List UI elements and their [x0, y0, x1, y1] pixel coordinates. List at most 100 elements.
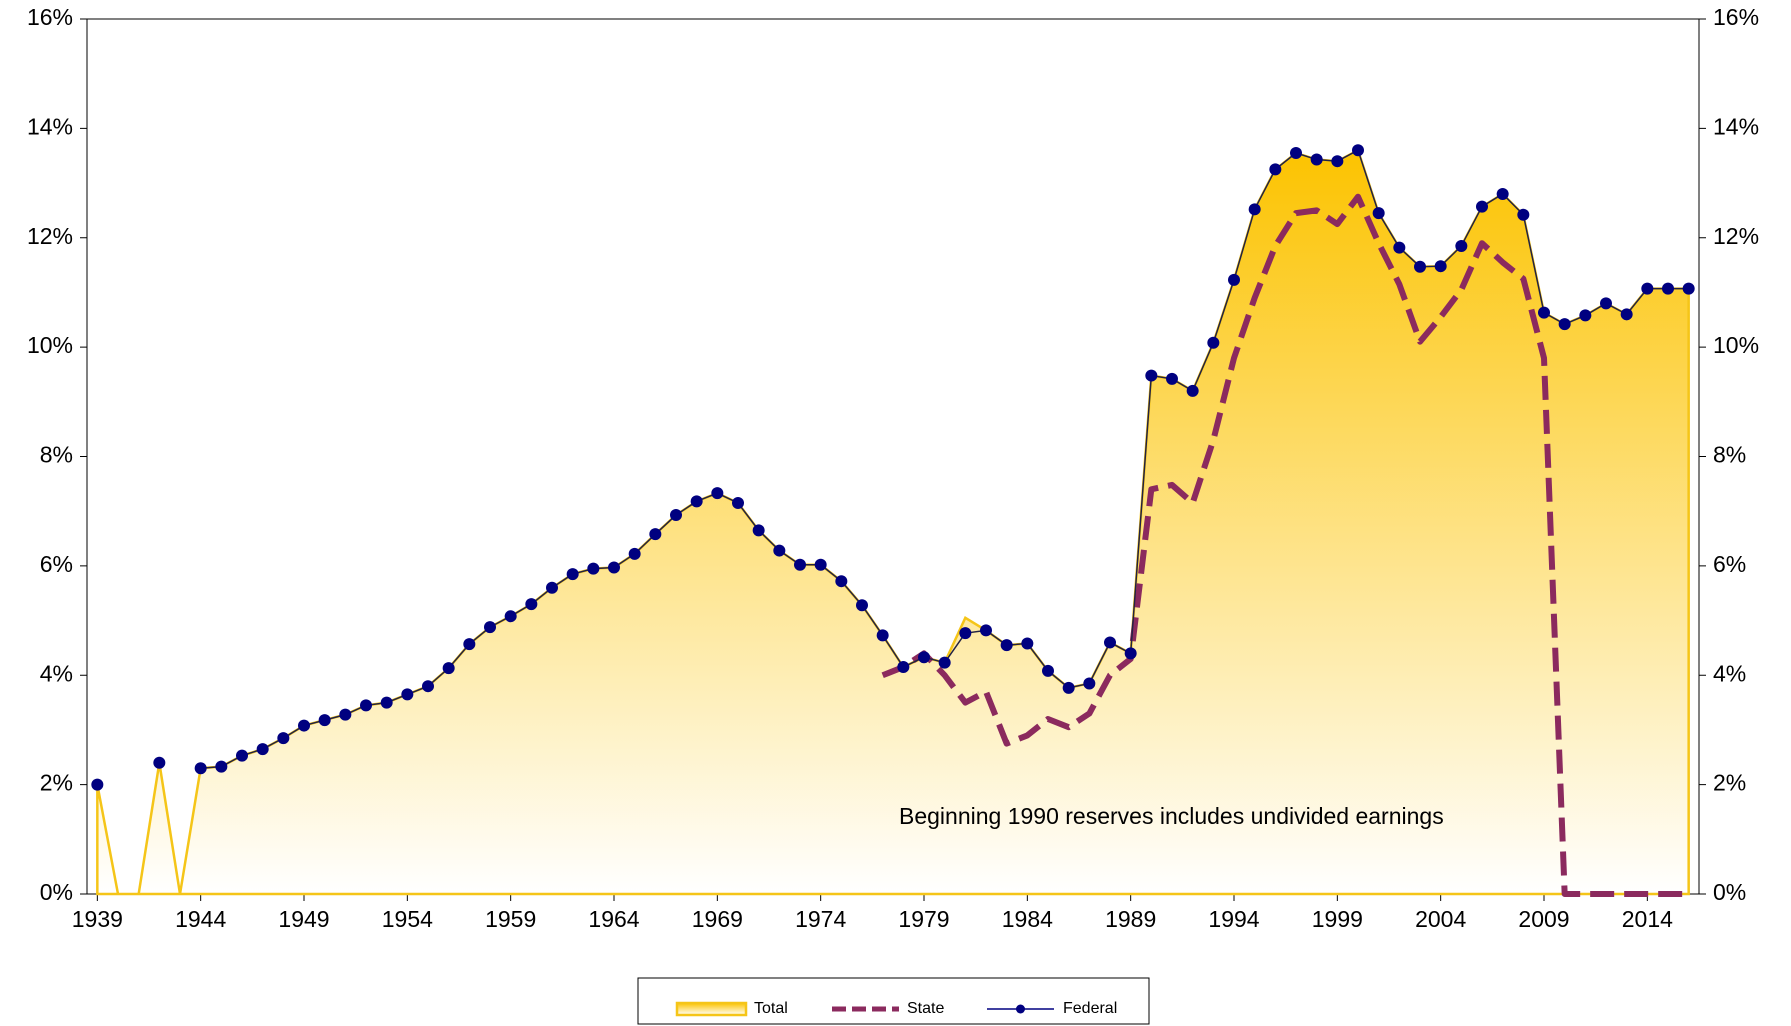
federal-point — [1186, 384, 1199, 397]
federal-point — [1248, 203, 1261, 216]
x-tick-label: 1959 — [485, 906, 536, 932]
x-tick-label: 2009 — [1518, 906, 1569, 932]
x-tick-label: 1969 — [692, 906, 743, 932]
federal-point — [897, 661, 910, 674]
x-tick-label: 1944 — [175, 906, 226, 932]
federal-point — [1104, 636, 1116, 649]
x-tick-label: 1984 — [1002, 906, 1053, 932]
federal-point — [711, 487, 724, 500]
x-tick-label: 1974 — [795, 906, 846, 932]
federal-point — [814, 558, 827, 571]
state-line — [881, 193, 1689, 897]
x-tick-label: 1949 — [278, 906, 329, 932]
federal-point — [215, 760, 228, 773]
legend-box — [637, 977, 1150, 1025]
federal-point — [1228, 273, 1240, 286]
federal-point — [380, 696, 393, 709]
legend-label: Total — [754, 1000, 788, 1017]
y2-tick-label: 10% — [1713, 332, 1759, 358]
y2-tick-label: 8% — [1713, 442, 1746, 468]
federal-point — [1083, 677, 1096, 690]
federal-point — [1290, 146, 1302, 159]
federal-point — [463, 638, 476, 651]
federal-point — [1558, 318, 1571, 331]
x-tick-label: 1964 — [588, 906, 639, 932]
y2-tick-label: 12% — [1713, 223, 1759, 249]
federal-point — [484, 621, 496, 634]
x-tick-label: 1994 — [1208, 906, 1259, 932]
y2-tick-label: 6% — [1713, 551, 1746, 577]
federal-point — [1042, 664, 1054, 677]
federal-point — [504, 610, 517, 623]
federal-point — [1393, 241, 1406, 254]
federal-point — [566, 568, 579, 581]
federal-point — [1166, 372, 1178, 385]
federal-point — [1269, 163, 1282, 176]
federal-point — [153, 756, 166, 769]
y-tick-label: 12% — [27, 223, 73, 249]
federal-point — [339, 708, 352, 721]
federal-point — [1641, 282, 1654, 295]
federal-point — [1538, 306, 1550, 319]
federal-point — [1517, 208, 1530, 221]
federal-point — [1352, 144, 1364, 157]
federal-point — [298, 719, 310, 732]
federal-point — [1455, 239, 1468, 252]
federal-point — [1000, 639, 1013, 652]
federal-point — [1145, 369, 1158, 382]
federal-point — [732, 496, 744, 509]
legend-swatch — [675, 1001, 748, 1017]
federal-point — [277, 732, 290, 745]
federal-point — [856, 599, 868, 612]
x-tick-label: 2014 — [1622, 906, 1673, 932]
federal-point — [1620, 308, 1633, 321]
federal-point — [442, 662, 455, 675]
federal-point — [752, 524, 765, 537]
federal-point — [608, 561, 620, 574]
federal-point — [938, 656, 951, 669]
federal-point — [401, 688, 414, 701]
federal-point — [236, 749, 248, 762]
federal-point — [318, 714, 331, 727]
federal-point — [1331, 155, 1344, 168]
y-tick-label: 0% — [40, 879, 73, 905]
x-tick-label: 1979 — [898, 906, 949, 932]
y-tick-label: 10% — [27, 332, 73, 358]
federal-point — [1600, 297, 1612, 310]
federal-point — [194, 762, 207, 775]
federal-point — [918, 651, 930, 664]
legend-swatch-marker — [1016, 1004, 1025, 1014]
federal-point — [1434, 260, 1447, 273]
y-tick-label: 2% — [40, 770, 73, 796]
federal-point — [1662, 282, 1674, 295]
y2-tick-label: 14% — [1713, 113, 1759, 139]
federal-point — [835, 575, 848, 588]
federal-point — [1414, 260, 1426, 273]
annotation: Beginning 1990 reserves includes undivid… — [899, 803, 1444, 829]
x-tick-label: 1999 — [1312, 906, 1363, 932]
y2-tick-label: 4% — [1713, 660, 1746, 686]
federal-point — [773, 544, 786, 557]
federal-point — [876, 629, 889, 642]
federal-point — [525, 598, 538, 611]
legend-label: State — [907, 1000, 944, 1017]
federal-point — [1682, 282, 1695, 295]
federal-point — [1372, 207, 1385, 220]
y-tick-label: 16% — [27, 4, 73, 30]
federal-point — [91, 778, 104, 791]
federal-point — [1476, 200, 1488, 213]
federal-point — [1124, 647, 1137, 660]
federal-point — [546, 581, 558, 594]
federal-point — [649, 528, 662, 541]
federal-point — [422, 680, 434, 693]
x-tick-label: 2004 — [1415, 906, 1466, 932]
federal-point — [959, 627, 972, 640]
federal-point — [1496, 188, 1509, 200]
federal-point — [256, 743, 269, 756]
federal-point — [1207, 336, 1220, 349]
y-tick-label: 4% — [40, 660, 73, 686]
legend-label: Federal — [1063, 1000, 1117, 1017]
y-tick-label: 6% — [40, 551, 73, 577]
x-tick-label: 1989 — [1105, 906, 1156, 932]
